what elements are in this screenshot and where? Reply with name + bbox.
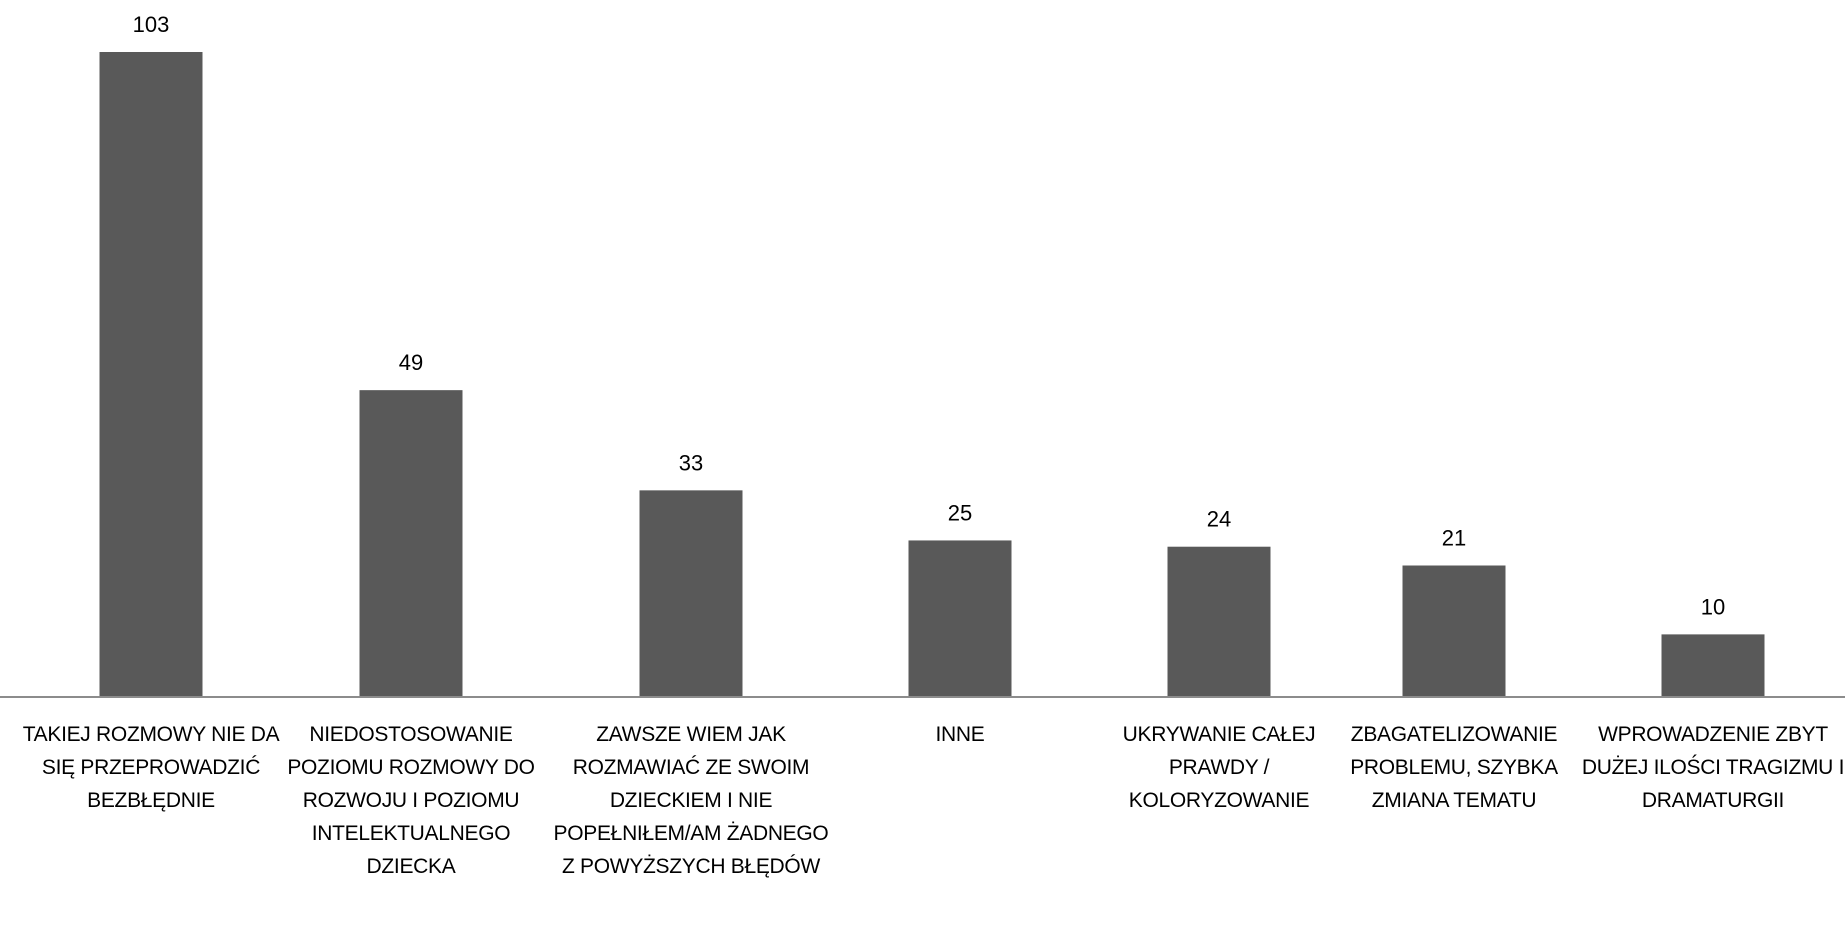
data-label-4: 25 bbox=[948, 500, 972, 525]
data-label-6: 21 bbox=[1442, 525, 1466, 550]
category-label-2: NIEDOSTOSOWANIE POZIOMU ROZMOWY DO ROZWO… bbox=[287, 723, 535, 878]
category-label-4: INNE bbox=[935, 723, 985, 746]
bars-group bbox=[99, 52, 1765, 697]
data-label-7: 10 bbox=[1701, 594, 1725, 619]
bar-2 bbox=[359, 390, 463, 697]
bar-3 bbox=[639, 490, 743, 697]
category-label-6: ZBAGATELIZOWANIE PROBLEMU, SZYBKA ZMIANA… bbox=[1350, 723, 1558, 812]
bar-7 bbox=[1661, 634, 1765, 697]
category-label-5: UKRYWANIE CAŁEJ PRAWDY / KOLORYZOWANIE bbox=[1122, 723, 1316, 812]
data-label-5: 24 bbox=[1207, 507, 1231, 532]
value-labels-group: 103 49 33 25 24 21 10 bbox=[133, 12, 1726, 619]
data-label-2: 49 bbox=[399, 350, 423, 375]
data-label-1: 103 bbox=[133, 12, 170, 37]
bar-4 bbox=[908, 540, 1012, 697]
category-label-1: TAKIEJ ROZMOWY NIE DA SIĘ PRZEPROWADZIĆ … bbox=[22, 723, 280, 812]
category-label-7: WPROWADZENIE ZBYT DUŻEJ ILOŚCI TRAGIZMU … bbox=[1581, 723, 1845, 812]
category-label-3: ZAWSZE WIEM JAK ROZMAWIAĆ ZE SWOIM DZIEC… bbox=[553, 723, 829, 878]
bar-5 bbox=[1167, 546, 1271, 697]
data-label-3: 33 bbox=[679, 450, 703, 475]
bar-6 bbox=[1402, 565, 1506, 697]
bar-1 bbox=[99, 52, 203, 697]
